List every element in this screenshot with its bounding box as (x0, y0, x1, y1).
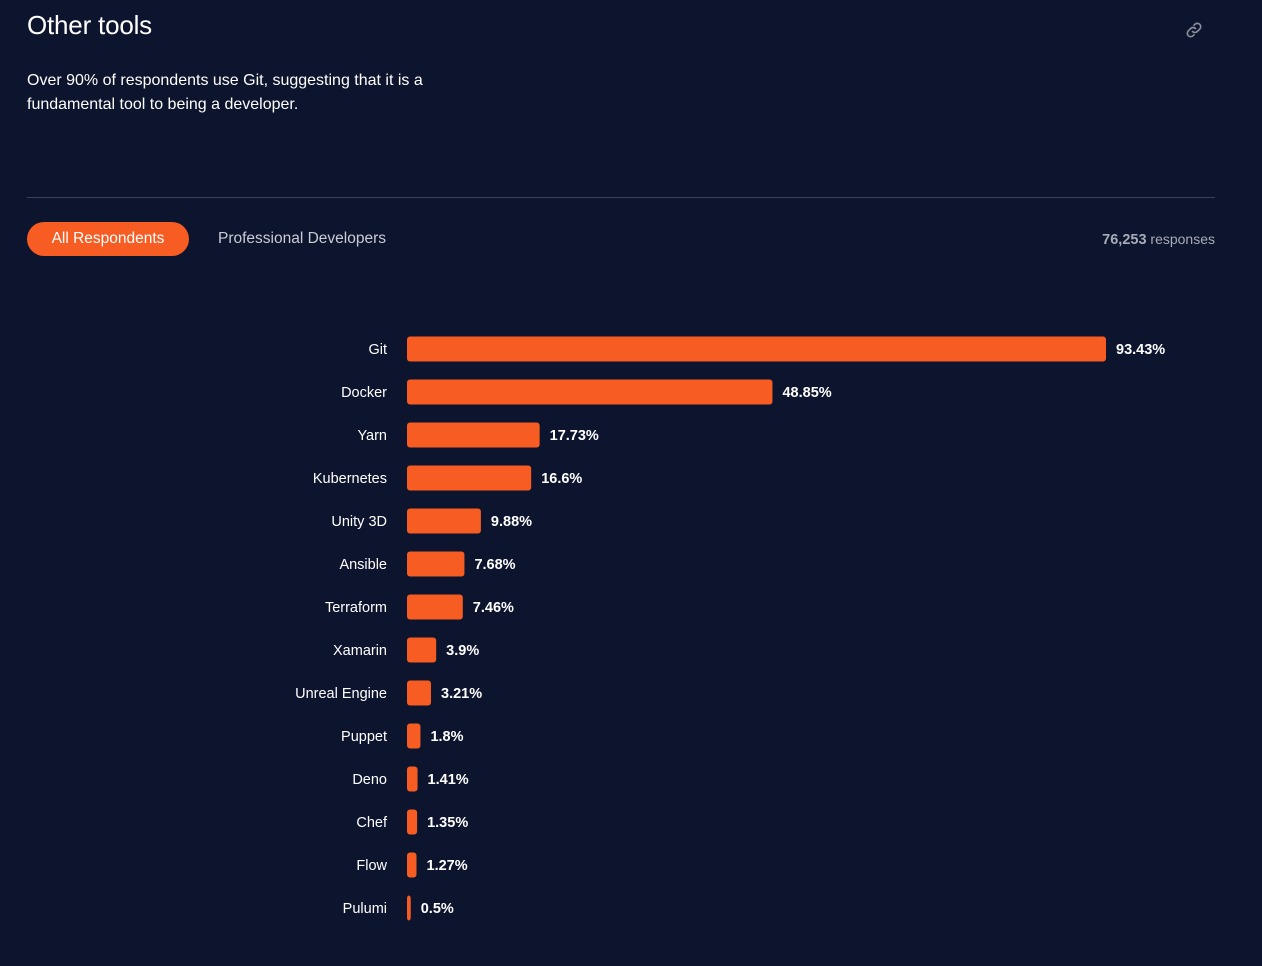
value-label: 7.46% (473, 600, 514, 616)
value-label: 3.21% (441, 686, 482, 702)
category-label: Unity 3D (331, 514, 387, 530)
category-label: Puppet (341, 729, 387, 745)
bar-row: Terraform 7.46% (325, 594, 514, 620)
category-label: Yarn (357, 428, 387, 444)
bar-row: Pulumi 0.5% (343, 895, 454, 921)
bar-row: Kubernetes 16.6% (313, 465, 582, 491)
bar (407, 422, 540, 448)
bar-row: Chef 1.35% (356, 809, 468, 835)
bar-row: Git 93.43% (368, 336, 1165, 362)
value-label: 1.41% (428, 772, 469, 788)
bar (407, 465, 532, 491)
bar-row: Docker 48.85% (341, 379, 832, 405)
value-label: 93.43% (1116, 342, 1165, 358)
bar (407, 594, 463, 620)
bar-row: Ansible 7.68% (339, 551, 516, 577)
bar (407, 809, 418, 835)
bar (407, 852, 417, 878)
bar (407, 766, 418, 792)
value-label: 48.85% (782, 385, 831, 401)
divider (27, 197, 1215, 198)
section-title: Other tools (27, 10, 152, 40)
value-label: 1.35% (427, 815, 468, 831)
link-icon[interactable] (1182, 18, 1206, 42)
value-label: 0.5% (421, 901, 454, 917)
bar-row: Yarn 17.73% (357, 422, 599, 448)
value-label: 3.9% (446, 643, 479, 659)
category-label: Terraform (325, 600, 387, 616)
category-label: Chef (356, 815, 388, 831)
bar (407, 508, 481, 534)
bar (407, 895, 411, 921)
bar (407, 723, 421, 749)
bar (407, 637, 437, 663)
value-label: 1.8% (430, 729, 463, 745)
bar-row: Xamarin 3.9% (333, 637, 479, 663)
category-label: Xamarin (333, 643, 387, 659)
category-label: Docker (341, 385, 387, 401)
category-label: Unreal Engine (295, 686, 387, 702)
category-label: Kubernetes (313, 471, 387, 487)
category-label: Deno (352, 772, 387, 788)
category-label: Git (368, 342, 387, 358)
bar-row: Unity 3D 9.88% (331, 508, 532, 534)
bar-row: Unreal Engine 3.21% (295, 680, 482, 706)
tab-professional-developers[interactable]: Professional Developers (218, 230, 387, 247)
responses-count: 76,253 responses (1102, 231, 1215, 248)
responses-number: 76,253 (1102, 232, 1147, 248)
bar-chart: Git 93.43% Docker 48.85% Yarn 17.73% Kubernete… (295, 336, 1165, 921)
value-label: 16.6% (541, 471, 582, 487)
bar (407, 680, 432, 706)
value-label: 7.68% (474, 557, 515, 573)
bar (407, 551, 465, 577)
value-label: 1.27% (427, 858, 468, 874)
value-label: 9.88% (491, 514, 532, 530)
bar (407, 379, 773, 405)
bar (407, 336, 1106, 362)
value-label: 17.73% (550, 428, 599, 444)
bar-row: Deno 1.41% (352, 766, 469, 792)
category-label: Pulumi (343, 901, 387, 917)
category-label: Flow (356, 858, 387, 874)
category-label: Ansible (339, 557, 387, 573)
tab-all-respondents[interactable]: All Respondents (27, 222, 189, 256)
section-description: Over 90% of respondents use Git, suggest… (27, 72, 423, 113)
bar-row: Flow 1.27% (356, 852, 468, 878)
bar-row: Puppet 1.8% (341, 723, 464, 749)
responses-label: responses (1150, 231, 1215, 247)
